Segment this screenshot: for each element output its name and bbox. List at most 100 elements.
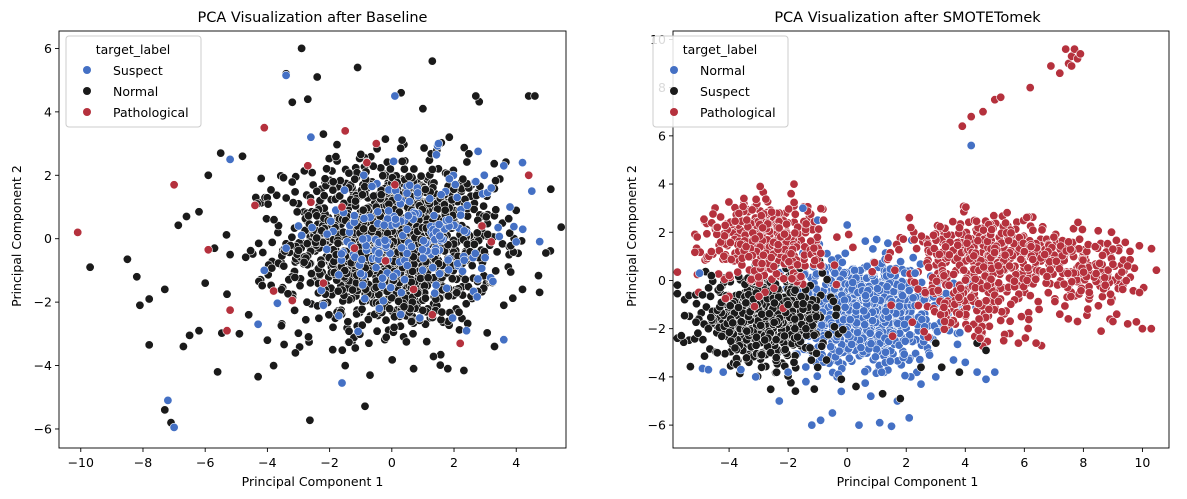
point-normal — [222, 230, 232, 240]
point-suspect — [436, 190, 446, 200]
point-pathological — [961, 202, 971, 212]
point-suspect — [281, 243, 291, 253]
point-suspect — [413, 188, 423, 198]
point-suspect — [771, 335, 781, 345]
point-suspect — [741, 353, 751, 363]
point-suspect — [163, 395, 173, 405]
x-tick-label: 6 — [1020, 455, 1028, 470]
point-pathological — [169, 180, 179, 190]
legend-marker-pathological — [670, 108, 678, 116]
point-pathological — [844, 230, 854, 240]
point-suspect — [428, 263, 438, 273]
point-normal — [353, 62, 363, 72]
point-pathological — [1076, 286, 1086, 296]
point-suspect — [306, 132, 316, 142]
point-normal — [322, 164, 332, 174]
point-pathological — [362, 158, 372, 168]
point-normal — [369, 191, 379, 201]
point-normal — [440, 205, 450, 215]
point-normal — [897, 291, 907, 301]
point-pathological — [949, 269, 959, 279]
x-axis-ticks: −10 −8 −6 −4 −2 0 2 4 — [68, 448, 520, 470]
point-pathological — [1005, 261, 1015, 271]
point-suspect — [396, 309, 406, 319]
point-normal — [360, 401, 370, 411]
point-normal — [357, 190, 367, 200]
point-pathological — [883, 253, 893, 263]
point-pathological — [340, 126, 350, 136]
point-pathological — [1037, 225, 1047, 235]
point-pathological — [904, 213, 914, 223]
point-suspect — [712, 348, 722, 358]
point-pathological — [1118, 284, 1128, 294]
point-normal — [408, 329, 418, 339]
point-normal — [420, 185, 430, 195]
point-normal — [241, 252, 251, 262]
point-normal — [328, 322, 338, 332]
point-normal — [459, 143, 469, 153]
point-normal — [847, 339, 857, 349]
point-suspect — [374, 303, 384, 313]
point-suspect — [771, 353, 781, 363]
x-tick-label: −2 — [779, 455, 797, 470]
point-pathological — [225, 305, 235, 315]
legend-title: target_label — [96, 42, 171, 57]
point-pathological — [954, 309, 964, 319]
x-tick-label: 4 — [961, 455, 969, 470]
point-normal — [420, 293, 430, 303]
point-normal — [856, 343, 866, 353]
point-pathological — [749, 301, 759, 311]
point-normal — [350, 343, 360, 353]
x-tick-label: −2 — [320, 455, 338, 470]
point-normal — [774, 396, 784, 406]
point-pathological — [287, 295, 297, 305]
point-normal — [877, 367, 887, 377]
point-pathological — [741, 242, 751, 252]
point-pathological — [869, 258, 879, 268]
point-pathological — [1043, 288, 1053, 298]
point-pathological — [306, 197, 316, 207]
point-normal — [848, 277, 858, 287]
point-suspect — [779, 331, 789, 341]
point-normal — [396, 143, 406, 153]
point-normal — [385, 304, 395, 314]
point-suspect — [430, 246, 440, 256]
point-normal — [911, 348, 921, 358]
point-normal — [931, 372, 941, 382]
point-suspect — [691, 317, 701, 327]
point-normal — [517, 284, 527, 294]
point-pathological — [886, 300, 896, 310]
point-pathological — [779, 274, 789, 284]
point-pathological — [814, 224, 824, 234]
point-normal — [817, 320, 827, 330]
point-suspect — [339, 185, 349, 195]
point-pathological — [786, 249, 796, 259]
point-normal — [899, 319, 909, 329]
point-pathological — [979, 262, 989, 272]
x-tick-label: −8 — [134, 455, 152, 470]
point-suspect — [473, 274, 483, 284]
point-pathological — [1055, 68, 1065, 78]
point-normal — [533, 271, 543, 281]
point-pathological — [1049, 232, 1059, 242]
point-normal — [135, 300, 145, 310]
point-suspect — [751, 332, 761, 342]
point-normal — [881, 347, 891, 357]
point-suspect — [417, 245, 427, 255]
point-pathological — [829, 260, 839, 270]
point-normal — [955, 328, 965, 338]
point-pathological — [716, 212, 726, 222]
point-normal — [357, 320, 367, 330]
point-suspect — [225, 154, 235, 164]
point-normal — [394, 296, 404, 306]
point-normal — [483, 229, 493, 239]
point-pathological — [809, 243, 819, 253]
point-normal — [273, 221, 283, 231]
point-normal — [981, 374, 991, 384]
point-normal — [160, 405, 170, 415]
point-suspect — [471, 177, 481, 187]
point-normal — [904, 413, 914, 423]
point-normal — [437, 307, 447, 317]
point-pathological — [269, 286, 279, 296]
baseline-pca-chart: PCA Visualization after Baseline Princip… — [9, 10, 567, 489]
